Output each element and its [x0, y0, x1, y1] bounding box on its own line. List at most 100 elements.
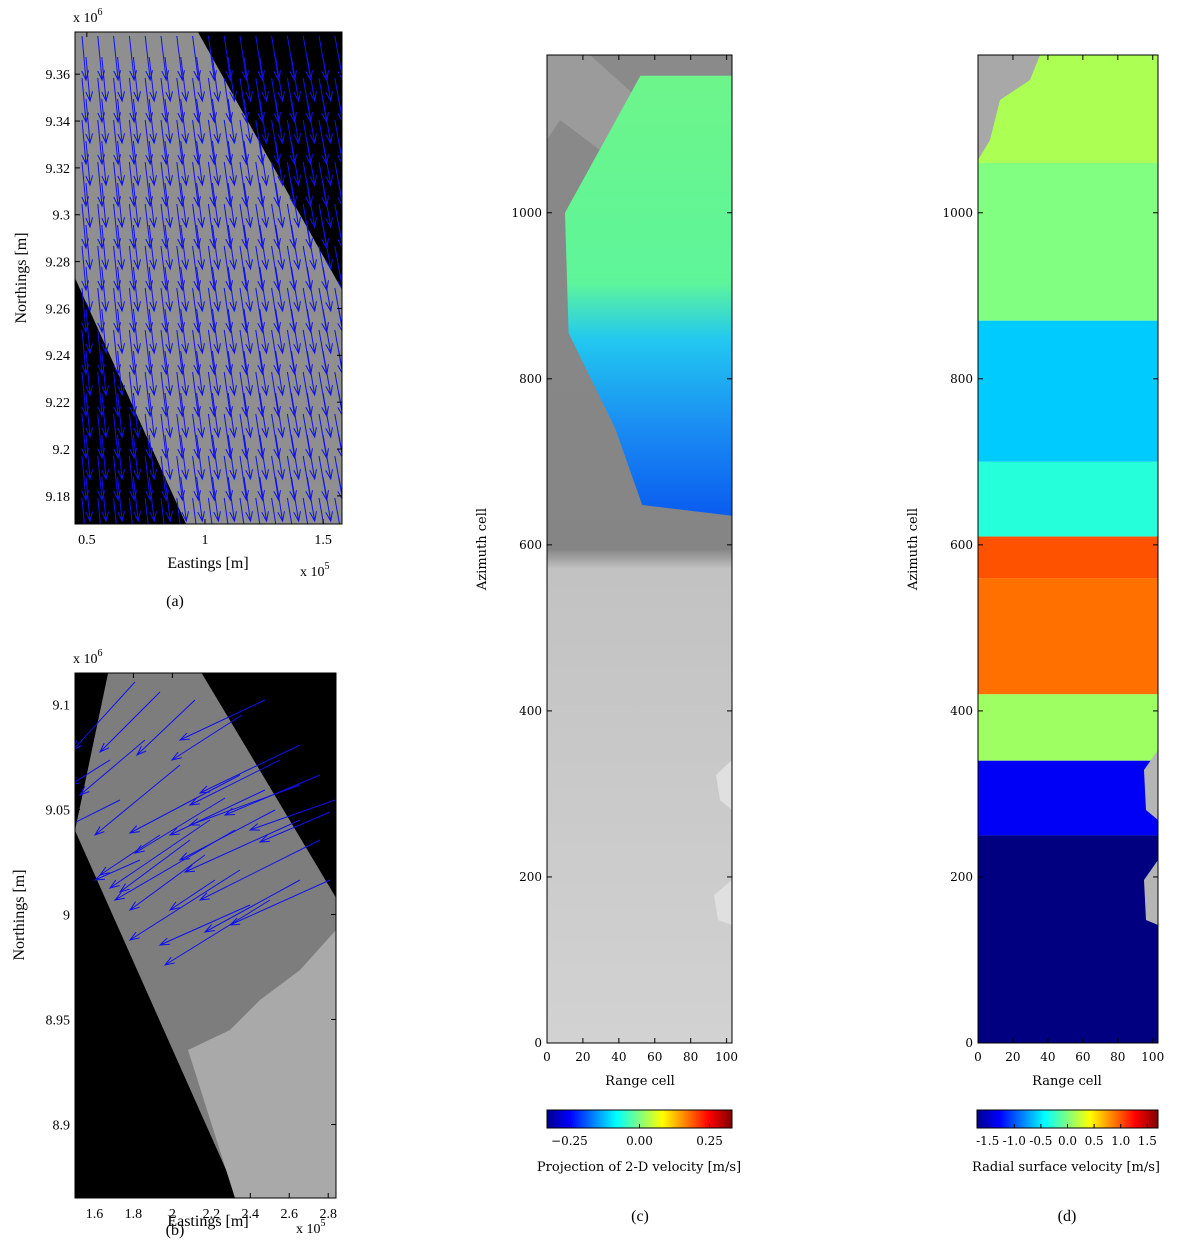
panel-a-y-tick-label: 9.22 [46, 396, 71, 411]
velocity-arrow [85, 308, 94, 355]
velocity-arrow [85, 182, 94, 229]
panel-b-x-tick-label: 2.6 [281, 1207, 299, 1222]
velocity-arrow [243, 182, 253, 229]
velocity-arrow [286, 371, 297, 418]
velocity-arrow [275, 350, 285, 397]
velocity-arrow [259, 434, 269, 481]
velocity-arrow [117, 476, 126, 523]
panel-c-y-tick-label: 0 [534, 1036, 542, 1050]
velocity-arrow [118, 839, 191, 893]
velocity-arrow [164, 392, 173, 439]
velocity-arrow [207, 371, 217, 418]
velocity-arrow [180, 182, 189, 229]
velocity-arrow [306, 98, 317, 145]
velocity-arrow [243, 266, 253, 313]
velocity-arrow [271, 161, 281, 208]
velocity-arrow [286, 497, 293, 524]
velocity-arrow [160, 119, 169, 166]
panel-b-x-tick-label: 2.4 [242, 1207, 260, 1222]
velocity-arrow [144, 287, 154, 334]
velocity-arrow [164, 266, 173, 313]
velocity-arrow [306, 308, 317, 355]
velocity-arrow [223, 203, 233, 250]
panel-d-y-tick-label: 1000 [942, 206, 973, 220]
velocity-arrow [255, 119, 265, 166]
panel-a-y-tick-label: 9.26 [46, 302, 71, 317]
panel-d-x-tick-label: 0 [974, 1050, 982, 1064]
velocity-arrow [196, 434, 205, 481]
velocity-arrow [128, 497, 133, 524]
panel-a-y-tick-label: 9.18 [46, 490, 71, 505]
velocity-arrow [188, 759, 281, 806]
velocity-arrow [275, 392, 285, 439]
panel-a-caption: (a) [166, 593, 184, 610]
velocity-arrow [243, 350, 253, 397]
velocity-arrow [148, 434, 158, 481]
velocity-arrow [306, 434, 317, 481]
velocity-arrow [271, 35, 281, 82]
velocity-arrow [239, 497, 245, 524]
velocity-arrow [322, 56, 333, 103]
panel-b-y-multiplier: x 106 [73, 648, 103, 667]
panel-a-y-tick-label: 9.3 [53, 209, 71, 224]
velocity-arrow [271, 77, 281, 124]
velocity-arrow [144, 329, 154, 376]
velocity-arrow [322, 350, 333, 397]
velocity-arrow [148, 476, 158, 523]
velocity-arrow [275, 182, 285, 229]
velocity-arrow [275, 224, 285, 271]
velocity-arrow [164, 224, 173, 271]
velocity-arrow [196, 308, 205, 355]
velocity-arrow [322, 434, 333, 481]
velocity-arrow [128, 854, 206, 911]
panel-b-x-tick-label: 2.2 [203, 1207, 221, 1222]
velocity-arrow [286, 245, 297, 292]
panel-a-arrows [81, 35, 342, 524]
panel-c-y-tick-label: 400 [519, 704, 542, 718]
velocity-arrow [196, 56, 205, 103]
velocity-arrow [180, 476, 189, 523]
panel-d-colorbar-tick-label: 1.0 [1111, 1134, 1130, 1148]
velocity-arrow [227, 476, 237, 523]
velocity-arrow [290, 224, 301, 271]
velocity-arrow [144, 35, 154, 82]
velocity-arrow [239, 245, 249, 292]
velocity-arrow [192, 371, 201, 418]
velocity-arrow [85, 350, 94, 397]
velocity-arrow [259, 140, 269, 187]
velocity-arrow [286, 161, 297, 208]
velocity-arrow [207, 161, 217, 208]
velocity-arrow [160, 245, 169, 292]
velocity-arrow [85, 392, 94, 439]
velocity-arrow [271, 413, 281, 460]
velocity-arrow [117, 266, 126, 313]
velocity-arrow [207, 245, 217, 292]
velocity-arrow [275, 308, 285, 355]
velocity-arrow [211, 140, 221, 187]
panel-c-x-tick-label: 20 [575, 1050, 590, 1064]
velocity-arrow [243, 98, 253, 145]
velocity-arrow [176, 329, 185, 376]
velocity-arrow [117, 434, 126, 481]
velocity-arrow [259, 224, 269, 271]
velocity-arrow [259, 476, 269, 523]
velocity-arrow [178, 809, 276, 861]
panel-c-colorbar-tick-label: 0.25 [696, 1134, 723, 1148]
panel-d-y-tick-label: 800 [950, 372, 973, 386]
panel-c-x-tick-label: 0 [543, 1050, 551, 1064]
velocity-arrow [164, 182, 173, 229]
velocity-arrow [176, 77, 185, 124]
panel-d-y-tick-label: 600 [950, 538, 973, 552]
panel-d-x-tick-label: 60 [1075, 1050, 1090, 1064]
velocity-arrow [290, 308, 301, 355]
velocity-arrow [128, 455, 138, 502]
velocity-arrow [239, 35, 249, 82]
velocity-arrow [196, 224, 205, 271]
panel-d-colorbar-tick-label: 1.5 [1138, 1134, 1157, 1148]
velocity-arrow [148, 266, 158, 313]
velocity-arrow [98, 691, 161, 754]
velocity-arrow [207, 413, 217, 460]
panel-c-y-tick-label: 800 [519, 372, 542, 386]
velocity-arrow [176, 119, 185, 166]
